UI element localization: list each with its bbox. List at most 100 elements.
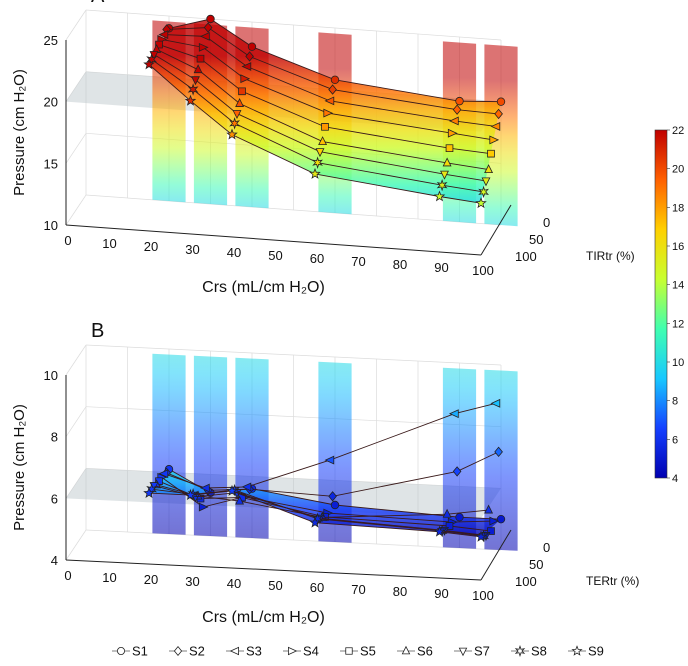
data-point [452,466,462,477]
y-tick-label: 6 [51,491,58,506]
grid-line [65,9,87,41]
series-line [153,54,487,182]
colorbar-tick-label: 6 [672,434,678,446]
x-tick-label: 10 [102,570,116,585]
legend-marker [345,647,353,655]
y-axis-label: Pressure (cm H₂O) [11,69,28,196]
data-point [241,62,252,71]
y-tick-label: 4 [51,553,58,568]
data-point [478,185,489,199]
colorbar-tick-label: 8 [672,396,678,408]
data-point [328,491,337,502]
series-line [166,451,499,497]
z-tick-label: 50 [529,232,543,247]
series-line [158,44,492,155]
grid-line [85,344,502,366]
data-point [226,128,238,140]
z-axis-label: TERtr (%) [586,574,639,588]
series-line [163,34,497,127]
data-point [452,104,462,115]
panel-a: 0 10 20 30 40 50 60 70 80 90 10010152025050100Pres… [11,0,635,296]
data-point [232,110,242,120]
data-point [240,74,251,84]
legend-marker [514,645,526,657]
y-tick-label: 15 [44,156,58,171]
data-point [143,58,155,70]
legend-label: S7 [474,644,490,659]
projection-slab [235,357,269,539]
z-axis [480,204,512,256]
series-line [161,38,494,141]
z-axis [480,529,512,581]
data-point [241,482,252,492]
y-tick-label: 20 [44,95,58,110]
panel-label: A [91,0,105,7]
series-s3 [158,398,501,493]
grid-line [65,344,87,376]
data-point [187,83,199,96]
colorbar-tick-label: 10 [672,357,684,369]
data-point [442,508,452,518]
data-point [245,51,254,62]
projection-slab [193,355,228,537]
colorbar-tick-label: 12 [672,318,684,330]
x-tick-label: 0 [64,233,71,248]
colorbar-tick-label: 18 [672,202,684,214]
x-tick-label: 90 [434,586,448,601]
data-point [198,42,209,52]
z-tick-label: 0 [543,215,550,230]
panel-label: B [91,320,104,342]
data-point [191,76,200,86]
data-point [489,516,500,526]
legend-label: S6 [417,644,433,659]
data-point [184,94,197,106]
series-line [168,18,502,103]
x-tick-label: 40 [227,245,241,260]
data-point [455,512,464,522]
data-point [315,148,325,158]
x-tick-label: 20 [144,239,158,254]
data-point [475,530,487,542]
data-point [436,178,448,192]
data-point [199,483,210,493]
data-point [158,469,169,479]
x-axis-label: Crs (mL/cm H₂O) [202,279,325,296]
data-point [206,14,215,24]
data-point [324,96,335,106]
legend-marker [571,645,583,656]
colorbar-tick-label: 14 [672,280,684,292]
data-point [247,42,257,51]
x-tick-label: 30 [185,242,199,257]
data-point [203,22,213,33]
data-point [442,157,452,167]
x-tick-label: 60 [310,251,324,266]
data-point [489,135,500,145]
x-tick-label: 10 [102,236,116,251]
axes: 0 10 20 30 40 50 60 70 80 90 10010152025050100Pres… [11,33,635,296]
projection-slab [484,369,518,551]
data-point [455,96,464,106]
data-point [330,75,340,84]
colorbar-tick-label: 22 [672,125,684,137]
colorbar: 4 6 8 10 12 14 16 18 20 22 [654,125,684,485]
x-tick-label: 50 [268,578,282,593]
y-tick-label: 25 [44,33,58,48]
x-axis [65,224,482,256]
data-point [494,446,503,458]
data-point [309,516,321,528]
grid-line [65,468,87,499]
x-tick-label: 20 [144,572,158,587]
legend-marker [288,646,298,656]
legend-marker [117,647,126,656]
series-s4 [157,35,500,145]
series-line [148,490,482,538]
legend-label: S8 [531,644,547,659]
legend-label: S9 [588,644,604,659]
x-tick-label: 30 [185,574,199,589]
data-point [324,455,335,465]
data-point [490,122,501,131]
x-tick-label: 80 [393,257,407,272]
data-point [481,177,491,187]
data-point [496,514,506,524]
legend-marker [458,647,468,657]
